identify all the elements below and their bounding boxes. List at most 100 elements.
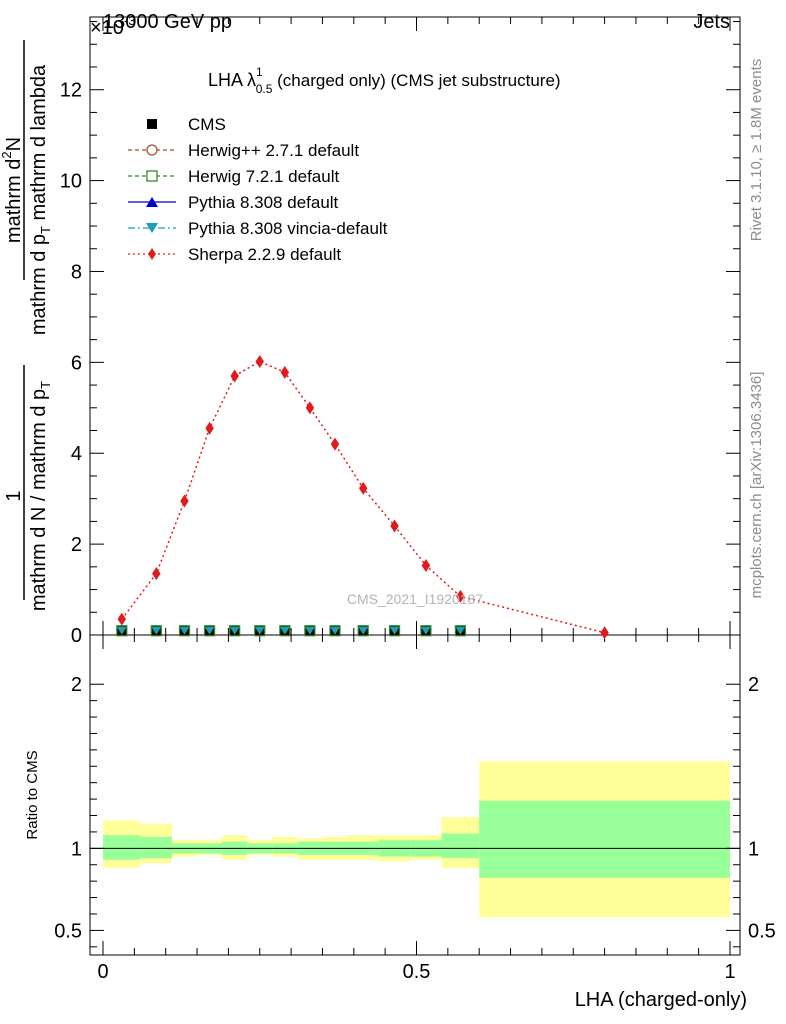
ratio-inner-band (479, 800, 730, 878)
vincia-marker (179, 626, 190, 635)
sherpa-marker (305, 401, 315, 415)
herwig7-marker (357, 625, 369, 637)
x-tick-label: 1 (724, 961, 735, 983)
ylabel-second-numerator: mathrm d2N (0, 137, 25, 243)
vincia-marker (204, 626, 215, 635)
legend-label: Herwig++ 2.7.1 default (188, 141, 359, 160)
ylabel-second-denominator: mathrm d pT mathrm d lambda (28, 64, 53, 335)
chart-title: LHA λ1 0.5 (charged only) (CMS jet substr… (208, 65, 561, 96)
legend-marker-vincia (146, 223, 158, 233)
herwig7-marker (150, 625, 162, 637)
ratio-tick-label: 0.5 (54, 920, 82, 942)
series-layer (116, 354, 609, 640)
ratio-tick-label-right: 2 (748, 674, 759, 696)
vincia-marker (329, 626, 340, 635)
sherpa-marker (600, 626, 609, 640)
ratio-plot-frame (89, 634, 741, 956)
ratio-y-axis-label: Ratio to CMS (24, 750, 41, 839)
sherpa-marker (180, 494, 189, 508)
y-tick-label: 4 (71, 443, 82, 465)
sherpa-marker (456, 589, 465, 603)
y-tick-label: 10 (60, 171, 82, 193)
exponent-label: ×10-3 (90, 13, 136, 39)
vincia-marker (254, 626, 265, 635)
ylabel-denominator: mathrm d N / mathrm d pT (28, 381, 53, 611)
sherpa-marker (280, 365, 290, 379)
herwig7-marker (178, 625, 191, 637)
herwig7-marker (203, 625, 216, 637)
exponent-power: -3 (124, 13, 136, 28)
vincia-marker (358, 626, 369, 635)
mcplots-label: mcplots.cern.ch [arXiv:1306.3436] (748, 372, 765, 599)
legend-label: Pythia 8.308 vincia-default (188, 219, 388, 238)
legend-marker-cms (147, 119, 157, 129)
energy-label: 13000 GeV pp (103, 11, 232, 33)
sherpa-marker (117, 612, 127, 626)
legend: CMS Herwig++ 2.7.1 default Herwig 7.2.1 de… (128, 115, 388, 264)
legend-marker-sherpa (148, 248, 156, 260)
ratio-tick-label: 2 (71, 674, 82, 696)
analysis-watermark: CMS_2021_I1920187 (347, 591, 483, 607)
vincia-marker (151, 626, 162, 635)
legend-marker-pythia (146, 197, 158, 207)
y-tick-label: 0 (71, 625, 82, 647)
ratio-inner-band (441, 833, 480, 859)
sherpa-marker (390, 519, 399, 533)
sherpa-marker (330, 437, 340, 451)
y-axis-label: 1 mathrm d N / mathrm d pT mathrm d2N ma… (0, 40, 53, 611)
x-tick-label: 0 (97, 961, 108, 983)
title-sup: 1 (256, 65, 263, 79)
herwig7-marker (304, 625, 316, 637)
ratio-uncertainty-bands (103, 761, 730, 918)
vincia-marker (420, 626, 431, 635)
exponent-base: ×10 (90, 17, 124, 39)
legend-label: Sherpa 2.2.9 default (188, 245, 341, 264)
ratio-inner-band (140, 836, 172, 859)
herwig7-marker (229, 625, 241, 637)
vincia-marker (455, 626, 466, 635)
herwig7-marker (420, 625, 432, 637)
ratio-tick-label-right: 1 (748, 838, 759, 860)
ratio-axes: 0.5 0.5 1 1 2 2 (54, 674, 776, 948)
y-tick-label: 6 (71, 352, 82, 374)
vincia-marker (116, 626, 127, 635)
y-tick-label: 8 (71, 261, 82, 283)
rivet-label: Rivet 3.1.10, ≥ 1.8M events (748, 59, 765, 242)
herwig7-marker (454, 625, 466, 637)
title-sub: 0.5 (256, 82, 273, 96)
title-main: LHA λ (208, 70, 256, 90)
legend-label: Herwig 7.2.1 default (188, 167, 339, 186)
y-tick-label: 12 (60, 80, 82, 102)
herwig7-marker (254, 625, 266, 637)
herwig7-marker (329, 625, 341, 637)
vincia-marker (304, 626, 315, 635)
herwig7-marker (279, 625, 291, 637)
herwig7-marker (116, 625, 128, 637)
ylabel-numerator: 1 (3, 490, 25, 501)
process-label: Jets (693, 11, 730, 33)
legend-label: Pythia 8.308 default (188, 193, 339, 212)
ratio-inner-band (103, 835, 141, 860)
main-plot-frame (89, 16, 741, 636)
sherpa-marker (152, 567, 161, 581)
sherpa-marker (230, 369, 239, 383)
y-tick-label: 2 (71, 534, 82, 556)
vincia-marker (229, 626, 240, 635)
vincia-marker (389, 626, 400, 635)
vincia-marker (279, 626, 290, 635)
herwig7-marker (388, 625, 401, 637)
sherpa-marker (205, 421, 214, 435)
sherpa-marker (358, 481, 368, 495)
ratio-tick-label-right: 0.5 (748, 920, 776, 942)
sherpa-marker (255, 354, 264, 368)
sherpa-marker (421, 558, 431, 572)
x-axis-label: LHA (charged-only) (575, 989, 747, 1011)
ratio-tick-label: 1 (71, 838, 82, 860)
legend-marker-herwig7 (146, 170, 158, 182)
legend-label: CMS (188, 115, 226, 134)
legend-marker-herwigpp (146, 144, 158, 156)
x-tick-label: 0.5 (403, 961, 431, 983)
title-suffix: (charged only) (CMS jet substructure) (272, 71, 560, 90)
